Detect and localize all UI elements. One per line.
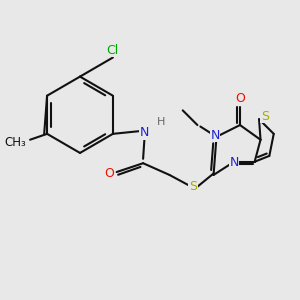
Text: N: N (140, 126, 149, 139)
Text: CH₃: CH₃ (4, 136, 26, 149)
Text: N: N (210, 129, 220, 142)
Text: Cl: Cl (107, 44, 119, 57)
Text: O: O (104, 167, 114, 180)
Text: O: O (235, 92, 245, 105)
Text: S: S (189, 180, 197, 193)
Text: H: H (157, 117, 165, 127)
Text: S: S (261, 110, 269, 123)
Text: N: N (230, 156, 239, 169)
